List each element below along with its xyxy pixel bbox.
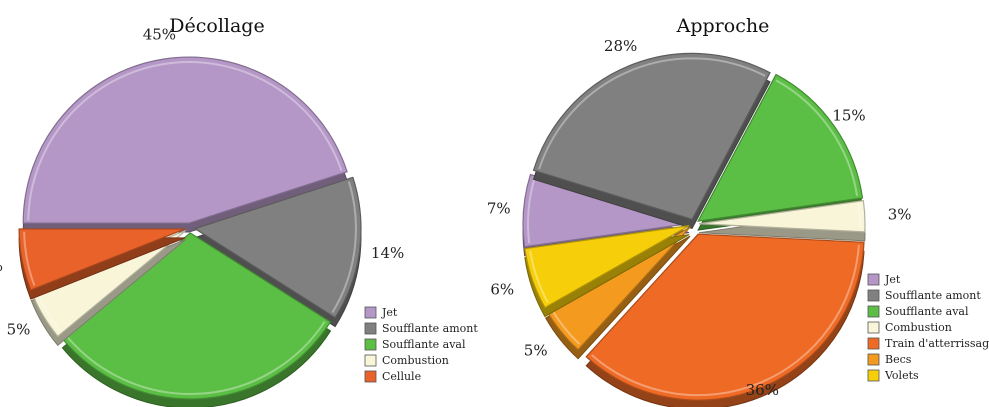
legend-item-jet: Jet: [867, 273, 901, 286]
pie-slice-jet: [22, 56, 348, 233]
legend: Jet Soufflante amont Soufflante aval Combus…: [364, 306, 478, 383]
legend-item-cellule: Cellule: [364, 370, 421, 383]
pie-slice-combustion: [698, 199, 866, 242]
pie-slice-face: [61, 232, 332, 400]
slice-label: 30%: [185, 405, 218, 407]
pie-slice-soufflante-aval: [61, 232, 332, 407]
legend-label: Combustion: [885, 321, 952, 334]
slice-label: 5%: [7, 320, 31, 338]
pie-slice-face: [698, 199, 866, 233]
legend-label: Jet: [884, 273, 901, 286]
legend-label: Volets: [884, 369, 919, 382]
legend-swatch: [867, 289, 880, 302]
legend-swatch: [867, 369, 880, 382]
legend-swatch: [364, 322, 377, 335]
pie-slice-face: [524, 225, 690, 309]
pie-slice-bevel: [538, 57, 766, 170]
legend-item-volets: Volets: [867, 369, 919, 382]
slice-label: 6%: [0, 257, 3, 275]
pie-slice-face: [193, 176, 362, 319]
legend-swatch: [364, 370, 377, 383]
pie-slice-face: [532, 52, 771, 221]
legend-swatch: [867, 305, 880, 318]
legend-swatch: [867, 337, 880, 350]
pie-slice-soufflante-amont: [532, 52, 771, 229]
legend-label: Soufflante amont: [382, 322, 478, 335]
legend-label: Soufflante aval: [885, 305, 969, 318]
pie-slice-soufflante-aval: [697, 73, 864, 231]
slice-label: 7%: [487, 199, 511, 217]
chart-title: Décollage: [169, 15, 264, 37]
pie-slice-train-d-atterrissage: [585, 233, 865, 407]
pie-slice-bevel: [857, 204, 861, 229]
pie-slice-face: [697, 73, 864, 222]
legend: Jet Soufflante amont Soufflante aval Combus…: [867, 273, 989, 382]
legend-label: Combustion: [382, 354, 449, 367]
legend-label: Jet: [381, 306, 398, 319]
legend-label: Cellule: [382, 370, 421, 383]
pie-slice-face: [18, 228, 186, 291]
pie-chart-decollage: Décollage 45% 14% 30% 5% 6% Jet Soufflante am…: [0, 15, 478, 407]
slice-label: 36%: [746, 381, 779, 399]
pie-chart-approche: Approche 7% 28% 15% 3% 36% 5% 6% Jet Soufflante…: [487, 15, 989, 407]
legend-item-jet: Jet: [364, 306, 398, 319]
pie-slice-bevel: [27, 61, 343, 221]
legend-item-soufflante-aval: Soufflante aval: [364, 338, 466, 351]
pie-slice-bevel: [527, 178, 536, 244]
legend-swatch: [867, 321, 880, 334]
legend-item-becs: Becs: [867, 353, 912, 366]
pie-slice-bevel: [67, 321, 326, 395]
pie-slice-face: [585, 233, 865, 401]
legend-swatch: [867, 353, 880, 366]
pie-slice-volets: [524, 225, 690, 318]
pie-slice-bevel: [529, 250, 549, 304]
legend-label: Becs: [885, 353, 912, 366]
slice-label: 14%: [371, 244, 404, 262]
pie-slice-face: [522, 173, 690, 248]
legend-item-soufflante-amont: Soufflante amont: [867, 289, 981, 302]
legend-label: Soufflante aval: [382, 338, 466, 351]
legend-swatch: [867, 273, 880, 286]
legend-item-train-d-atterrissage: Train d'atterrissage: [867, 337, 989, 350]
legend-swatch: [364, 354, 377, 367]
legend-item-combustion: Combustion: [364, 354, 449, 367]
pie-slice-combustion: [30, 229, 187, 347]
slice-label: 45%: [143, 26, 176, 44]
pie-slice-soufflante-amont: [193, 176, 362, 328]
pie-slice-bevel: [23, 231, 36, 286]
slice-label: 28%: [604, 37, 637, 55]
pie-slice-face: [22, 56, 348, 224]
pie-slice-bevel: [591, 244, 860, 397]
legend-item-soufflante-aval: Soufflante aval: [867, 305, 969, 318]
slice-label: 6%: [490, 280, 514, 298]
slice-label: 15%: [832, 107, 865, 125]
pie-slice-cellule: [18, 228, 186, 300]
slice-label: 5%: [524, 341, 548, 359]
legend-label: Train d'atterrissage: [885, 337, 989, 350]
legend-swatch: [364, 306, 377, 319]
legend-swatch: [364, 338, 377, 351]
chart-title: Approche: [676, 15, 770, 37]
legend-label: Soufflante amont: [885, 289, 981, 302]
slice-label: 3%: [888, 206, 912, 224]
legend-item-soufflante-amont: Soufflante amont: [364, 322, 478, 335]
pie-slice-bevel: [775, 79, 859, 197]
legend-item-combustion: Combustion: [867, 321, 952, 334]
pie-slice-bevel: [331, 181, 357, 314]
